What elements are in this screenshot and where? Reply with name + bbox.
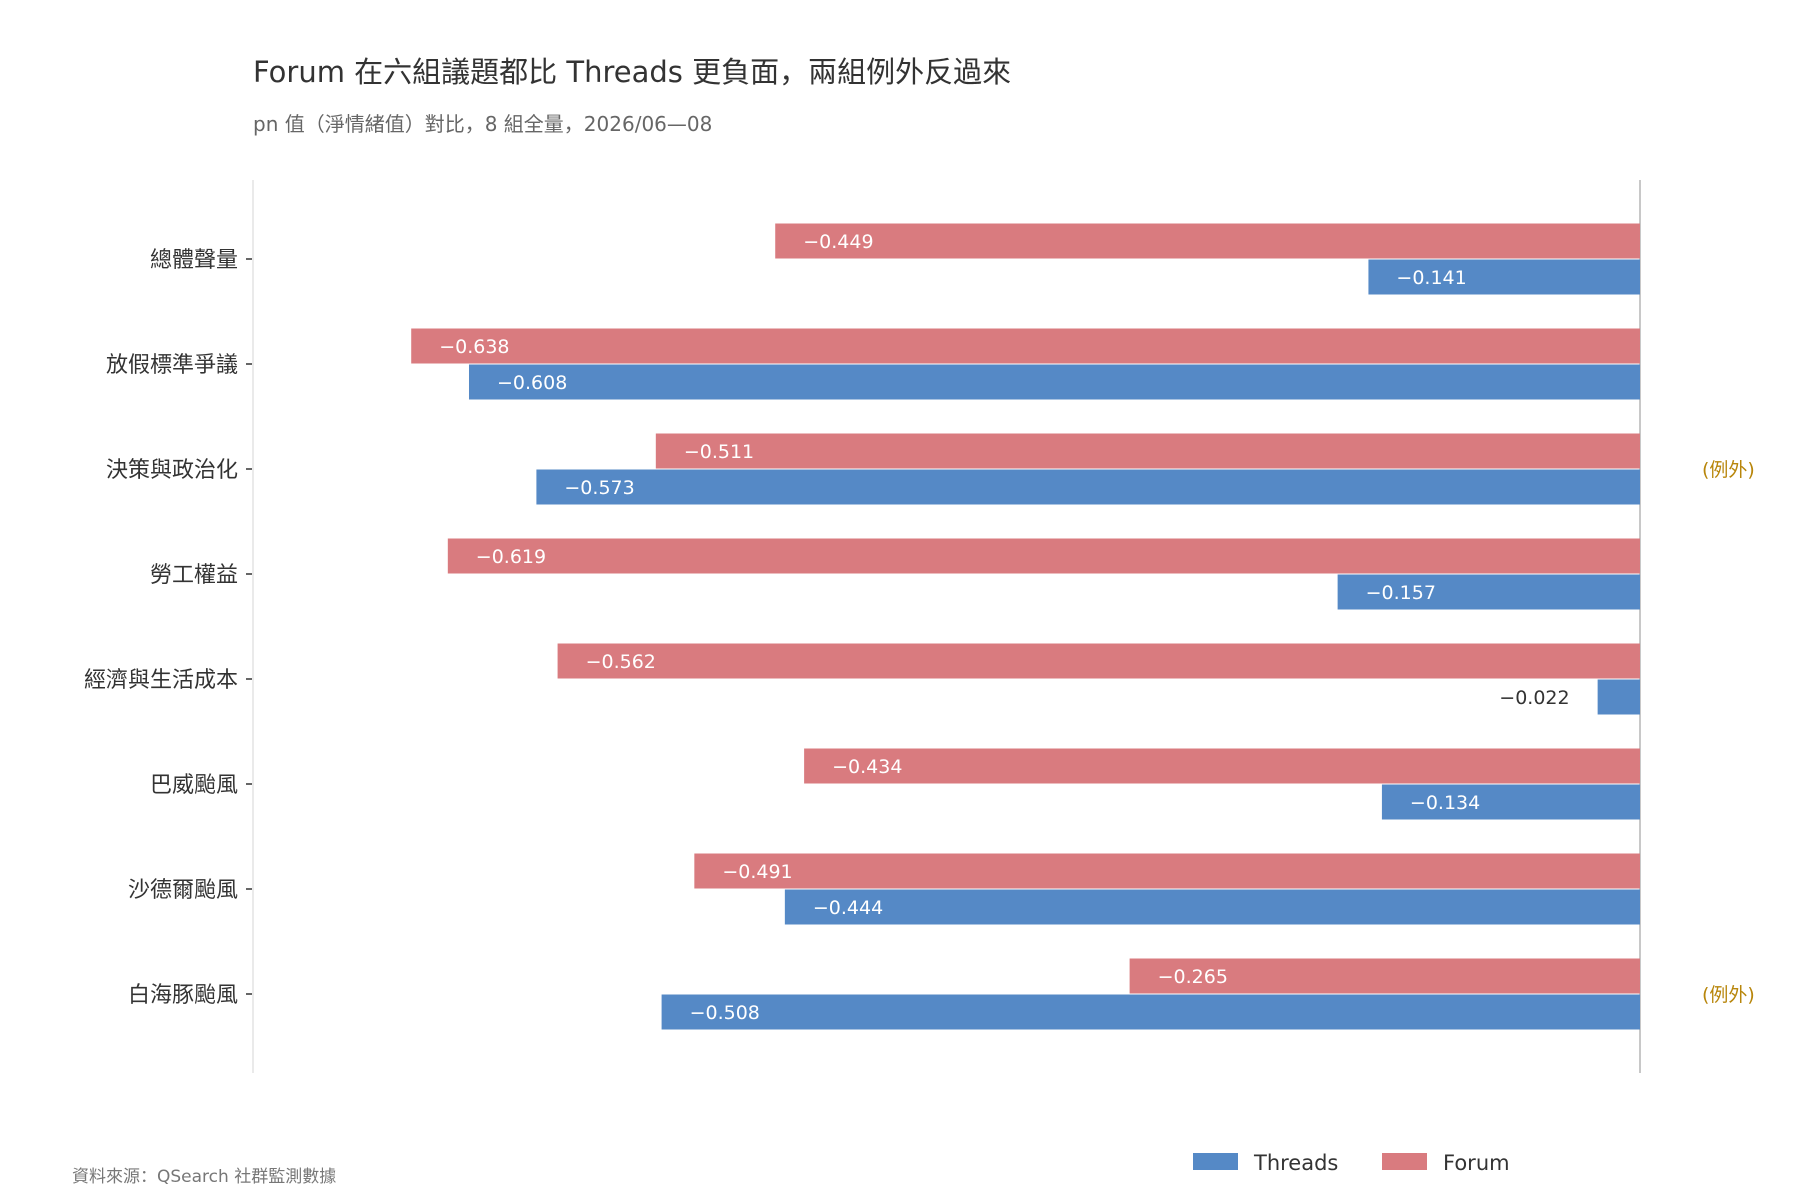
bar-forum [411, 328, 1640, 364]
bars-layer: −0.449 −0.141 −0.638 −0.608 −0.511 −0.573 −0.6… [411, 223, 1641, 1030]
bar-value-label: −0.434 [832, 756, 902, 778]
bar-value-label: −0.134 [1410, 792, 1480, 814]
bar-value-label: −0.508 [690, 1002, 760, 1024]
bar-value-label: −0.141 [1396, 267, 1466, 289]
bar-value-label: −0.449 [803, 231, 873, 253]
bar-threads [784, 889, 1640, 925]
bar-threads [1337, 574, 1640, 610]
bar-value-label: −0.573 [564, 477, 634, 499]
category-label: 巴威颱風 [150, 773, 238, 798]
legend-swatch-forum [1382, 1153, 1427, 1170]
bar-value-label: −0.562 [586, 651, 656, 673]
source-note: 資料來源：QSearch 社群監測數據 [72, 1167, 336, 1187]
bar-forum [655, 433, 1640, 469]
bar-value-label: −0.157 [1366, 582, 1436, 604]
annotations: (例外) (例外) [1702, 459, 1755, 1006]
bar-threads [536, 469, 1640, 505]
category-label: 沙德爾颱風 [128, 878, 238, 903]
bar-forum [804, 748, 1640, 784]
legend-swatch-threads [1193, 1153, 1238, 1170]
bar-forum [775, 223, 1640, 259]
bar-value-label: −0.608 [497, 372, 567, 394]
chart-title: Forum 在六組議題都比 Threads 更負面，兩組例外反過來 [253, 55, 1011, 89]
category-label: 決策與政治化 [106, 458, 238, 483]
bar-forum [447, 538, 1640, 574]
category-label: 經濟與生活成本 [84, 668, 238, 693]
exception-note: (例外) [1702, 459, 1755, 481]
bar-threads [661, 994, 1640, 1030]
bar-forum [557, 643, 1640, 679]
category-label: 勞工權益 [150, 563, 238, 588]
bar-value-label: −0.638 [439, 336, 509, 358]
bar-value-label: −0.444 [813, 897, 883, 919]
legend-label-threads: Threads [1253, 1151, 1338, 1175]
bar-threads [1368, 259, 1640, 295]
bar-threads [1597, 679, 1640, 715]
category-label: 總體聲量 [150, 248, 238, 273]
category-label: 放假標準爭議 [106, 353, 238, 378]
bar-value-label: −0.265 [1158, 966, 1228, 988]
bar-forum [694, 853, 1640, 889]
legend: Threads Forum [1193, 1151, 1510, 1175]
chart-subtitle: pn 值（淨情緒值）對比，8 組全量，2026/06—08 [253, 112, 712, 136]
bar-forum [1129, 958, 1640, 994]
bar-value-label: −0.619 [476, 546, 546, 568]
bar-value-label: −0.511 [684, 441, 754, 463]
bar-value-label: −0.491 [722, 861, 792, 883]
category-labels: 總體聲量放假標準爭議決策與政治化勞工權益經濟與生活成本巴威颱風沙德爾颱風白海豚颱… [84, 248, 252, 1008]
category-label: 白海豚颱風 [128, 983, 238, 1008]
exception-note: (例外) [1702, 984, 1755, 1006]
legend-label-forum: Forum [1443, 1151, 1510, 1175]
bar-threads [1381, 784, 1640, 820]
bar-threads [468, 364, 1641, 400]
bar-value-label: −0.022 [1499, 687, 1569, 709]
